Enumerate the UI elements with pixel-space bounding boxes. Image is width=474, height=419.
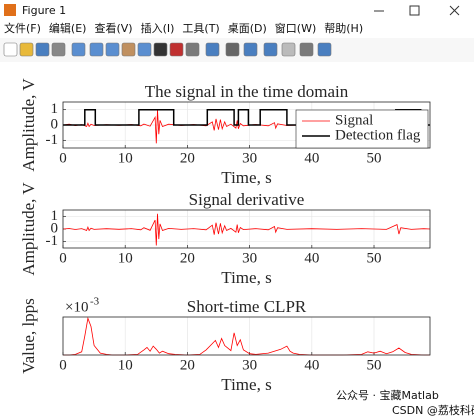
y-axis-label: Amplitude, V bbox=[19, 78, 38, 172]
x-axis-label: Time, s bbox=[221, 268, 271, 287]
x-tick-label: 50 bbox=[367, 250, 382, 266]
tool-button[interactable] bbox=[137, 42, 152, 57]
axes-title: Short-time CLPR bbox=[187, 297, 307, 316]
tool-button[interactable] bbox=[169, 42, 184, 57]
y-tick-label: 1 bbox=[51, 101, 59, 117]
series-line bbox=[62, 213, 431, 246]
y-tick-label: 1 bbox=[51, 208, 59, 224]
tool-button[interactable] bbox=[299, 42, 314, 57]
x-tick-label: 20 bbox=[180, 250, 195, 266]
x-tick-label: 20 bbox=[180, 357, 195, 373]
tool-button[interactable] bbox=[225, 42, 240, 57]
tool-button[interactable] bbox=[281, 42, 296, 57]
axes-title: Signal derivative bbox=[189, 190, 305, 209]
tool-button[interactable] bbox=[35, 42, 50, 57]
menu-bar bbox=[0, 20, 474, 38]
axes-frame bbox=[62, 101, 431, 149]
y-axis-label: Amplitude, V bbox=[19, 182, 38, 276]
watermark-source: CSDN @荔枝科研社 bbox=[392, 403, 474, 417]
tool-button[interactable] bbox=[263, 42, 278, 57]
x-tick-label: 40 bbox=[304, 150, 319, 166]
x-axis-label: Time, s bbox=[221, 375, 271, 394]
watermark: 公众号 · 宝藏Matlab bbox=[336, 388, 439, 402]
tool-button[interactable] bbox=[205, 42, 220, 57]
x-tick-label: 30 bbox=[242, 357, 257, 373]
menu-item[interactable]: 窗口(W) bbox=[275, 21, 316, 35]
title-bar bbox=[0, 0, 474, 20]
window-title: Figure 1 bbox=[22, 4, 66, 17]
legend-label: Signal bbox=[335, 112, 373, 128]
tool-button[interactable] bbox=[317, 42, 332, 57]
axes-background bbox=[63, 317, 430, 355]
y-tick-label: 0 bbox=[51, 220, 59, 236]
tool-button[interactable] bbox=[243, 42, 258, 57]
x-tick-label: 40 bbox=[304, 250, 319, 266]
exponent-label: ×10 bbox=[65, 299, 88, 315]
maximize-button[interactable] bbox=[409, 5, 420, 16]
exponent: -3 bbox=[90, 296, 100, 308]
tool-button[interactable] bbox=[89, 42, 104, 57]
x-tick-label: 30 bbox=[242, 150, 257, 166]
x-tick-label: 10 bbox=[118, 250, 133, 266]
axes-frame bbox=[62, 316, 431, 356]
x-tick-label: 0 bbox=[59, 357, 67, 373]
tool-button[interactable] bbox=[185, 42, 200, 57]
axes-frame bbox=[62, 209, 431, 249]
x-tick-label: 0 bbox=[59, 150, 67, 166]
menu-item[interactable]: 桌面(D) bbox=[228, 22, 267, 35]
x-tick-label: 0 bbox=[59, 250, 67, 266]
axes: 0 10 20 30 40 50 Short-time CLPR Time, s Value, … bbox=[19, 296, 431, 394]
x-tick-label: 50 bbox=[367, 150, 382, 166]
tool-button[interactable] bbox=[51, 42, 66, 57]
app-icon bbox=[4, 4, 16, 16]
x-tick-label: 40 bbox=[304, 357, 319, 373]
tool-button[interactable] bbox=[19, 42, 34, 57]
x-tick-label: 10 bbox=[118, 150, 133, 166]
menu-item[interactable]: 工具(T) bbox=[182, 22, 219, 35]
y-tick-label: -1 bbox=[46, 132, 59, 148]
tool-button[interactable] bbox=[105, 42, 120, 57]
menu-item[interactable]: 编辑(E) bbox=[49, 21, 87, 35]
axes-title: The signal in the time domain bbox=[145, 82, 349, 101]
tool-button[interactable] bbox=[153, 42, 168, 57]
tool-button[interactable] bbox=[121, 42, 136, 57]
y-tick-label: 0 bbox=[51, 116, 59, 132]
y-axis-label: Value, lpps bbox=[19, 298, 38, 374]
series-line bbox=[63, 316, 430, 356]
tool-button[interactable] bbox=[3, 42, 18, 57]
x-tick-label: 30 bbox=[242, 250, 257, 266]
toolbar-icons bbox=[3, 42, 332, 57]
menu-item[interactable]: 文件(F) bbox=[4, 21, 41, 35]
x-tick-label: 10 bbox=[118, 357, 133, 373]
x-tick-label: 20 bbox=[180, 150, 195, 166]
legend-label: Detection flag bbox=[335, 127, 421, 143]
x-tick-label: 50 bbox=[367, 357, 382, 373]
menu-item[interactable]: 插入(I) bbox=[141, 21, 175, 35]
close-button[interactable] bbox=[449, 5, 460, 16]
menu-item[interactable]: 查看(V) bbox=[94, 21, 132, 35]
menu: 文件(F) 编辑(E) 查看(V) 插入(I) 工具(T) 桌面(D) 窗口(W) 帮助(H) bbox=[4, 21, 363, 35]
tool-button[interactable] bbox=[71, 42, 86, 57]
menu-item[interactable]: 帮助(H) bbox=[324, 21, 363, 35]
x-axis-label: Time, s bbox=[221, 168, 271, 187]
legend-box bbox=[295, 109, 429, 149]
y-tick-label: -1 bbox=[46, 233, 59, 249]
